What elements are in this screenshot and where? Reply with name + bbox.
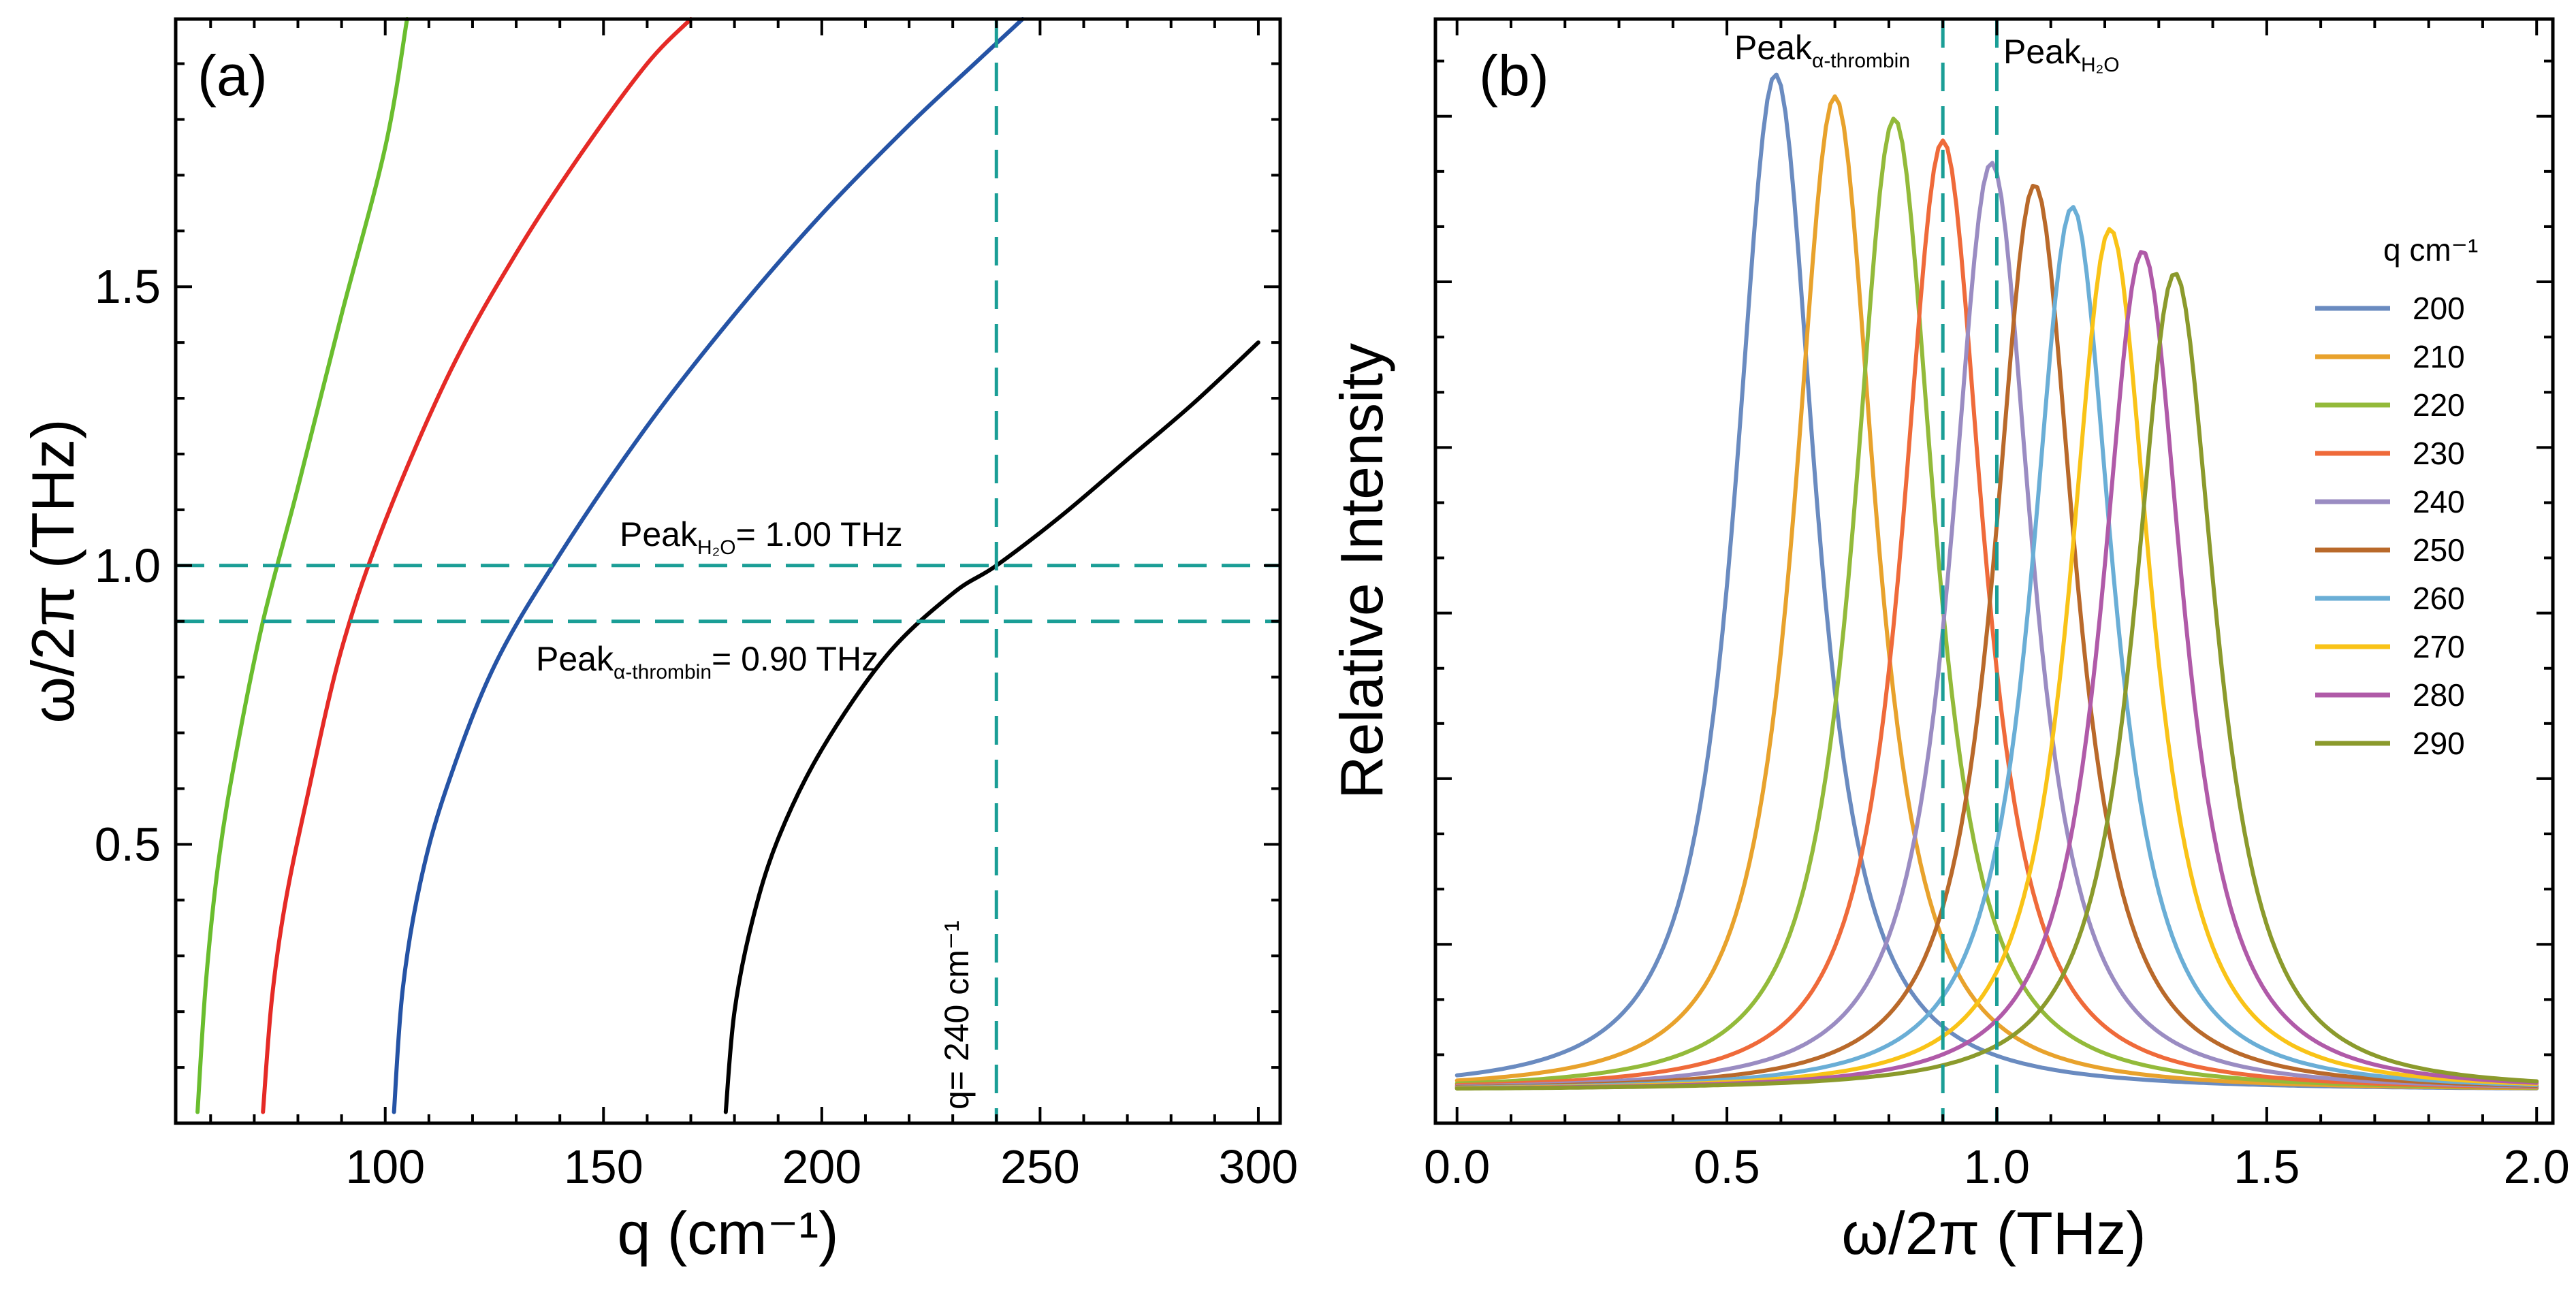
panel-b-label: (b): [1479, 44, 1549, 108]
legend-label-270: 270: [2413, 629, 2465, 664]
panel-b-x-tick-label: 1.5: [2233, 1140, 2300, 1193]
spectrum-230: [1454, 138, 2539, 1089]
panel-a-label: (a): [197, 44, 268, 108]
panel-b-x-tick-label: 0.0: [1424, 1140, 1490, 1193]
panel-a-y-tick-label: 0.5: [95, 818, 161, 871]
legend-label-220: 220: [2413, 387, 2465, 423]
q-240-annotation: q= 240 cm⁻¹: [938, 920, 976, 1110]
panel-a-reference-lines: [176, 19, 1280, 1123]
legend-items: 200 210 220 230 240 250 260 270 280 290: [2315, 291, 2465, 761]
legend-title: q cm⁻¹: [2383, 232, 2478, 268]
panel-b-ticks: 0.0 0.5 1.0 1.5 2.0: [1424, 19, 2570, 1193]
panel-a-y-axis-label: ω/2π (THz): [19, 419, 86, 723]
panel-a-frame: [174, 17, 1282, 1125]
legend-label-230: 230: [2413, 436, 2465, 471]
panel-b-x-tick-label: 2.0: [2504, 1140, 2570, 1193]
peak-thrombin-annotation: Peakα-thrombin= 0.90 THz: [536, 640, 878, 683]
legend-label-200: 200: [2413, 291, 2465, 326]
panel-b: 0.0 0.5 1.0 1.5 2.0 (b) ω/2π (THz) Relative …: [1328, 17, 2570, 1267]
panel-a-x-tick-label: 300: [1219, 1140, 1299, 1193]
peak-h2o-annotation: PeakH₂O= 1.00 THz: [620, 515, 903, 559]
panel-a-y-tick-label: 1.5: [95, 260, 161, 313]
legend-label-240: 240: [2413, 484, 2465, 519]
panel-a: 100 150 200 250 300 0.5 1.0 1.5 (a) q (cm⁻¹) ω/…: [19, 17, 1299, 1267]
panel-a-x-tick-label: 100: [345, 1140, 425, 1193]
panel-b-reference-lines: [1941, 19, 1999, 1123]
panel-a-y-tick-label: 1.0: [95, 539, 161, 592]
legend-label-210: 210: [2413, 339, 2465, 374]
dispersion-curve-3: [392, 17, 1025, 1114]
panel-b-x-tick-label: 1.0: [1964, 1140, 2030, 1193]
peak-h2o-label-b: PeakH₂O: [2003, 33, 2120, 76]
panel-a-x-axis-label: q (cm⁻¹): [617, 1199, 838, 1267]
panel-a-ticks: 100 150 200 250 300 0.5 1.0 1.5: [95, 19, 1299, 1193]
panel-b-x-axis-label: ω/2π (THz): [1841, 1199, 2146, 1267]
panel-a-x-tick-label: 200: [782, 1140, 861, 1193]
panel-a-curves: [195, 17, 1260, 1114]
legend: q cm⁻¹ 200 210 220 230 240 250 260 270 280 290: [2315, 232, 2478, 761]
legend-label-260: 260: [2413, 581, 2465, 616]
panel-b-x-tick-label: 0.5: [1694, 1140, 1760, 1193]
panel-a-x-tick-label: 250: [1000, 1140, 1080, 1193]
dispersion-curve-2: [261, 17, 693, 1114]
dispersion-curve-4: [723, 340, 1260, 1114]
legend-label-290: 290: [2413, 726, 2465, 761]
legend-label-280: 280: [2413, 677, 2465, 713]
panel-b-frame: [1433, 17, 2555, 1125]
dispersion-curve-1: [195, 17, 409, 1114]
legend-label-250: 250: [2413, 532, 2465, 568]
panel-b-y-axis-label: Relative Intensity: [1328, 343, 1395, 799]
panel-a-x-tick-label: 150: [564, 1140, 643, 1193]
peak-thrombin-label-b: Peakα-thrombin: [1734, 29, 1910, 72]
